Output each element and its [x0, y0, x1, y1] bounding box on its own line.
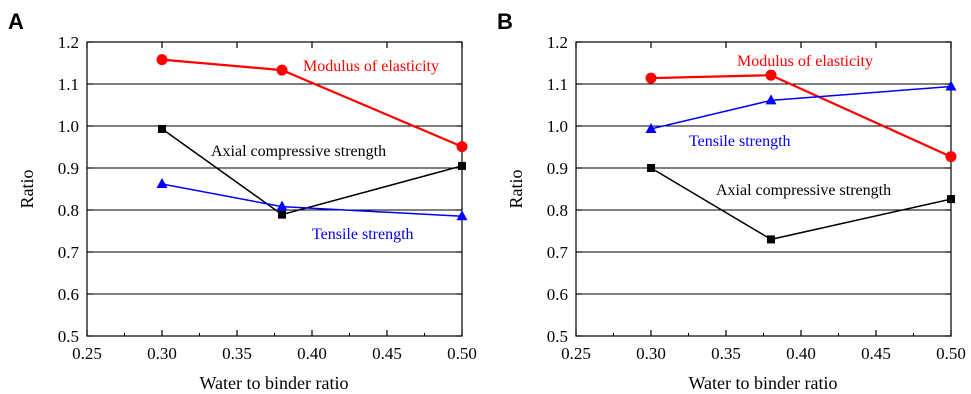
panel-b-axial-compressive-strength-point: [647, 164, 655, 172]
panel-a-axial-label: Axial compressive strength: [211, 143, 386, 160]
panel-a-modulus-of-elasticity-point: [156, 54, 168, 66]
panel-a-axial-compressive-strength-line: [161, 128, 463, 216]
panel-b-y-tick-label: 0.7: [547, 243, 569, 262]
panel-b-x-tick-label: 0.50: [936, 344, 966, 363]
panel-a-ticks: 0.5 0.6 0.7 0.8 0.9 1.0 1.1 1.2 0.25 0.30 0.35 0.40…: [58, 33, 477, 363]
panel-a-axial-compressive-strength-point: [278, 210, 286, 219]
panel-a-tensile-strength-point: [156, 177, 168, 188]
panel-a: A 0.50.60.70.80.91.01.11.20.25 0.30 0.35 0.…: [8, 9, 477, 393]
panel-a-modulus-of-elasticity-point: [276, 64, 288, 76]
panel-b-y-tick-label: 1.2: [547, 33, 568, 52]
panel-a-y-tick-label: 0.5: [58, 327, 79, 346]
panel-a-modulus-label: Modulus of elasticity: [303, 58, 439, 75]
panel-a-plot-frame: [86, 41, 463, 337]
panel-b-x-tick-label: 0.25: [561, 344, 591, 363]
panel-b-ticks: 0.5 0.6 0.7 0.8 0.9 1.0 1.1 1.2 0.25 0.30 0.35 0.40…: [547, 33, 966, 363]
panel-b-tensile-label: Tensile strength: [689, 133, 791, 150]
panel-b-modulus-of-elasticity-point: [645, 72, 657, 84]
panel-a-tensile-strength-point: [276, 200, 288, 211]
panel-a-y-tick-label: 0.8: [58, 201, 79, 220]
panel-b-y-tick-label: 0.5: [547, 327, 568, 346]
panel-b-tensile-strength-line: [650, 85, 952, 130]
panel-b-x-tick-label: 0.45: [861, 344, 891, 363]
panel-a-tensile-strength-point: [456, 210, 468, 221]
panel-b-tensile-strength-point: [645, 122, 657, 133]
panel-b: B 0.50.60.70.80.91.01.11.20.25 0.30 0.35 0.…: [497, 9, 966, 393]
panel-a-x-tick-label: 0.25: [72, 344, 102, 363]
panel-a-y-tick-label: 0.9: [58, 159, 79, 178]
panel-b-axial-compressive-strength-point: [947, 195, 955, 204]
panel-b-axial-compressive-strength-point: [767, 235, 775, 244]
panel-a-x-tick-label: 0.30: [147, 344, 177, 363]
panel-a-x-axis-title: Water to binder ratio: [200, 373, 349, 393]
panel-b-y-tick-label: 0.6: [547, 285, 568, 304]
panel-b-tensile-strength-point: [945, 80, 957, 91]
panel-a-y-tick-label: 1.0: [58, 117, 79, 136]
panel-a-grid: [87, 83, 462, 295]
panel-b-letter: B: [497, 9, 513, 34]
panel-b-modulus-label: Modulus of elasticity: [737, 53, 873, 70]
panel-b-series: [645, 69, 957, 244]
panel-a-tensile-label: Tensile strength: [312, 226, 414, 243]
panel-b-modulus-of-elasticity-point: [945, 151, 957, 163]
panel-b-y-tick-label: 0.9: [547, 159, 568, 178]
panel-a-y-tick-label: 0.6: [58, 285, 79, 304]
panel-b-y-tick-label: 1.1: [547, 75, 568, 94]
panel-b-x-axis-title: Water to binder ratio: [689, 373, 838, 393]
panel-b-grid: [576, 83, 951, 295]
panel-a-letter: A: [8, 9, 24, 34]
panel-a-y-axis-title: Ratio: [17, 170, 37, 209]
panel-a-x-tick-label: 0.35: [222, 344, 252, 363]
panel-a-axial-compressive-strength-point: [458, 161, 466, 170]
panel-b-x-tick-label: 0.40: [786, 344, 816, 363]
panel-b-axial-label: Axial compressive strength: [716, 182, 891, 199]
panel-b-x-tick-label: 0.30: [636, 344, 666, 363]
panel-a-y-tick-label: 0.7: [58, 243, 80, 262]
panel-a-tensile-strength-line: [161, 183, 463, 218]
panel-b-axial-compressive-strength-line: [650, 167, 952, 241]
panel-a-series: [156, 54, 468, 221]
panel-a-y-tick-label: 1.2: [58, 33, 79, 52]
panel-a-x-tick-label: 0.50: [447, 344, 477, 363]
panel-b-modulus-of-elasticity-point: [765, 69, 777, 81]
panel-b-y-tick-label: 1.0: [547, 117, 568, 136]
panel-a-axial-compressive-strength-point: [158, 124, 166, 133]
panel-b-tensile-strength-point: [765, 94, 777, 105]
panel-b-y-tick-label: 0.8: [547, 201, 568, 220]
panel-b-y-axis-title: Ratio: [506, 170, 526, 209]
panel-a-x-tick-label: 0.45: [372, 344, 402, 363]
panel-a-y-tick-label: 1.1: [58, 75, 79, 94]
panel-a-x-tick-label: 0.40: [297, 344, 327, 363]
panel-a-modulus-of-elasticity-point: [456, 141, 468, 153]
panel-b-x-tick-label: 0.35: [711, 344, 741, 363]
